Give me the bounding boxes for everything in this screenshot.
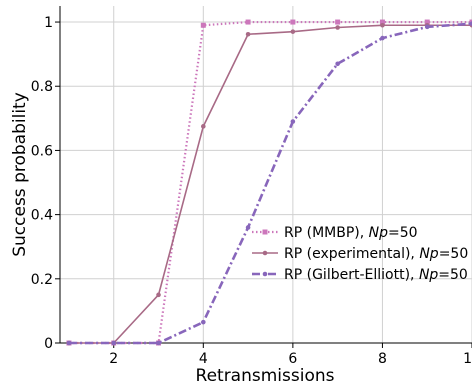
data-point xyxy=(291,119,296,124)
data-point xyxy=(380,23,385,28)
data-point xyxy=(246,32,251,37)
data-point xyxy=(335,25,340,30)
legend-entry: RP (MMBP), Np=50 xyxy=(284,225,418,241)
legend-entry: RP (experimental), Np=50 xyxy=(284,246,468,262)
x-tick-label: 6 xyxy=(288,351,297,367)
legend-marker xyxy=(263,251,268,256)
series-line xyxy=(69,24,472,343)
data-point xyxy=(111,341,116,346)
x-tick-label: 10 xyxy=(463,351,472,367)
data-point xyxy=(380,36,385,41)
data-point xyxy=(156,293,161,298)
data-point xyxy=(291,29,296,34)
data-point xyxy=(425,25,430,30)
y-tick-label: 0.4 xyxy=(31,208,53,224)
tick-labels: 2 4 6 8 10 0 0.2 0.4 0.6 0.8 1 xyxy=(31,15,472,367)
data-point xyxy=(201,23,206,28)
data-point xyxy=(67,341,72,346)
series-line xyxy=(69,22,472,343)
y-tick-label: 0.2 xyxy=(31,272,53,288)
data-point xyxy=(156,341,161,346)
y-tick-label: 1 xyxy=(44,15,53,31)
grid-lines xyxy=(60,6,472,343)
x-tick-label: 8 xyxy=(378,351,387,367)
data-point xyxy=(335,20,340,25)
y-axis-label: Success probability xyxy=(10,92,30,257)
legend-marker xyxy=(263,272,268,277)
data-point xyxy=(290,20,295,25)
x-tick-label: 4 xyxy=(199,351,208,367)
data-point xyxy=(246,225,251,230)
data-point xyxy=(335,61,340,66)
legend: RP (MMBP), Np=50 RP (experimental), Np=50… xyxy=(252,225,468,283)
data-point xyxy=(201,124,206,129)
data-series xyxy=(66,20,472,346)
y-tick-label: 0.6 xyxy=(31,143,53,159)
data-point xyxy=(201,320,206,325)
data-point xyxy=(246,20,251,25)
x-axis-label: Retransmissions xyxy=(196,366,335,386)
legend-entry: RP (Gilbert-Elliott), Np=50 xyxy=(284,267,468,283)
axes xyxy=(55,6,472,348)
x-tick-label: 2 xyxy=(109,351,118,367)
series-line xyxy=(69,25,472,343)
legend-marker xyxy=(263,230,268,235)
y-tick-label: 0.8 xyxy=(31,79,53,95)
y-tick-label: 0 xyxy=(44,336,53,352)
